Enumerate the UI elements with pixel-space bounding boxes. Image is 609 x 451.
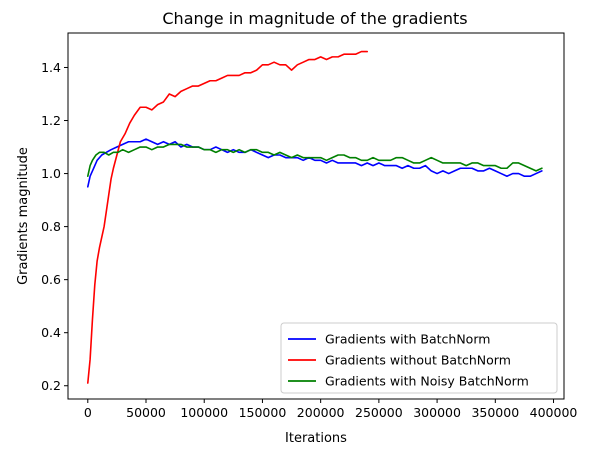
legend-box [280, 322, 558, 394]
series-line-2 [86, 143, 543, 178]
y-axis-ticks: 0.2 0.4 0.6 0.8 1.0 1.2 1.4 [41, 60, 68, 393]
y-axis-label: Gradients magnitude [16, 147, 31, 285]
x-tick-label-1: 50000 [126, 405, 166, 420]
y-tick-label-5: 1.2 [41, 113, 61, 128]
x-tick-label-4: 200000 [297, 405, 345, 420]
legend: Gradients with BatchNorm Gradients withou… [280, 322, 558, 394]
y-tick-label-1: 0.4 [41, 325, 61, 340]
legend-label-1: Gradients without BatchNorm [325, 353, 511, 368]
legend-label-2: Gradients with Noisy BatchNorm [325, 374, 529, 389]
x-axis-ticks: 0 50000 100000 150000 200000 250000 300000 3500… [84, 399, 578, 420]
chart-title: Change in magnitude of the gradients [162, 9, 467, 28]
y-tick-label-2: 0.6 [41, 272, 61, 287]
x-tick-label-3: 150000 [239, 405, 287, 420]
x-tick-label-5: 250000 [355, 405, 403, 420]
x-tick-label-2: 100000 [180, 405, 228, 420]
x-axis-label: Iterations [285, 431, 347, 446]
y-tick-label-4: 1.0 [41, 166, 61, 181]
x-tick-label-8: 400000 [530, 405, 578, 420]
plot-area: 0 50000 100000 150000 200000 250000 300000 3500… [41, 32, 578, 420]
series-layer [86, 50, 543, 384]
y-tick-label-6: 1.4 [41, 60, 61, 75]
plot-frame [67, 32, 565, 400]
x-tick-label-6: 300000 [413, 405, 461, 420]
x-tick-label-0: 0 [84, 405, 92, 420]
x-tick-label-7: 350000 [471, 405, 519, 420]
legend-label-0: Gradients with BatchNorm [325, 332, 490, 347]
y-tick-label-3: 0.8 [41, 219, 61, 234]
series-line-1 [86, 50, 369, 384]
y-tick-label-0: 0.2 [41, 378, 61, 393]
